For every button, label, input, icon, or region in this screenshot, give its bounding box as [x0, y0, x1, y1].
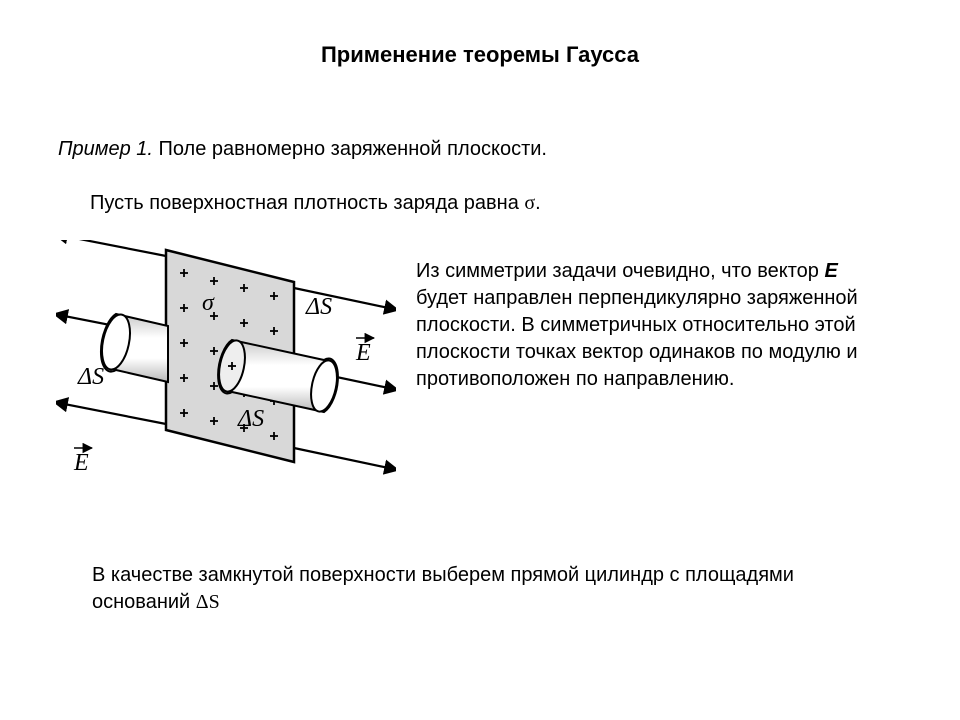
sigma-line: Пусть поверхностная плотность заряда рав…	[90, 192, 541, 215]
label-dS-bottom: ΔS	[237, 406, 264, 432]
label-dS-left: ΔS	[77, 364, 104, 390]
vector-E: E	[824, 260, 837, 282]
example-line: Пример 1. Поле равномерно заряженной пло…	[58, 138, 547, 161]
example-text: Поле равномерно заряженной плоскости.	[153, 138, 547, 160]
page-title: Применение теоремы Гаусса	[0, 42, 960, 68]
bottom-paragraph: В качестве замкнутой поверхности выберем…	[92, 562, 862, 616]
label-sigma: σ	[202, 290, 215, 316]
sigma-symbol: σ	[524, 192, 535, 214]
sigma-before: Пусть поверхностная плотность заряда рав…	[90, 192, 524, 214]
svg-text:E: E	[355, 340, 371, 366]
sigma-after: .	[535, 192, 541, 214]
para-after: будет направлен перпендикулярно заряженн…	[416, 287, 858, 390]
label-E-left: E	[73, 448, 92, 476]
label-E-right: E	[355, 338, 374, 366]
gauss-figure: σ ΔS ΔS ΔS E E	[56, 240, 396, 500]
example-prefix: Пример 1.	[58, 138, 153, 160]
delta-S: ΔS	[196, 591, 220, 613]
main-paragraph: Из симметрии задачи очевидно, что вектор…	[416, 258, 892, 393]
svg-text:E: E	[73, 450, 89, 476]
label-dS-topright: ΔS	[305, 294, 332, 320]
para-before: Из симметрии задачи очевидно, что вектор	[416, 260, 824, 282]
